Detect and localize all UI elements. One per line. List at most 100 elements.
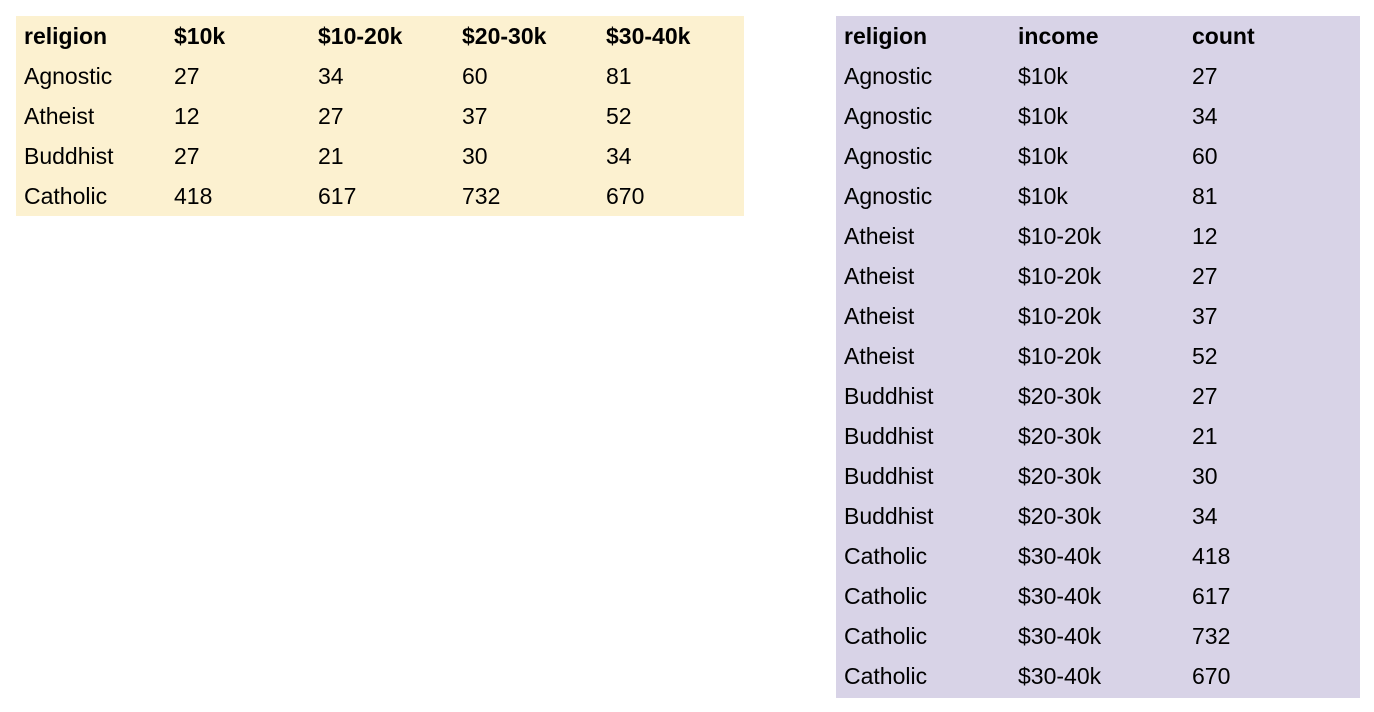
table-cell: 27 bbox=[174, 143, 200, 169]
table-cell: 81 bbox=[606, 63, 632, 89]
column-header: $30-40k bbox=[606, 23, 691, 49]
table-cell: 27 bbox=[318, 103, 344, 129]
table-cell: Atheist bbox=[844, 223, 915, 249]
table-cell: 27 bbox=[174, 63, 200, 89]
column-header: income bbox=[1018, 23, 1099, 49]
table-cell: $10-20k bbox=[1018, 263, 1102, 289]
table-cell: Agnostic bbox=[24, 63, 113, 89]
table-row: Agnostic $10k 60 bbox=[844, 136, 1352, 176]
wide-format-table: religion $10k $10-20k $20-30k $30-40k Agnost… bbox=[24, 16, 736, 216]
table-cell: 617 bbox=[1192, 583, 1231, 609]
table-cell: 37 bbox=[1192, 303, 1218, 329]
long-table-header: religion income count bbox=[844, 16, 1352, 56]
table-cell: Atheist bbox=[844, 343, 915, 369]
table-cell: 37 bbox=[462, 103, 488, 129]
table-row: Buddhist $20-30k 34 bbox=[844, 496, 1352, 536]
table-cell: $10k bbox=[1018, 63, 1068, 89]
table-cell: $30-40k bbox=[1018, 623, 1102, 649]
table-cell: 21 bbox=[318, 143, 344, 169]
table-cell: 670 bbox=[606, 183, 645, 209]
table-row: Agnostic $10k 34 bbox=[844, 96, 1352, 136]
table-row: Buddhist $20-30k 30 bbox=[844, 456, 1352, 496]
table-cell: 30 bbox=[1192, 463, 1218, 489]
table-cell: Catholic bbox=[844, 623, 928, 649]
table-row: Atheist $10-20k 12 bbox=[844, 216, 1352, 256]
table-cell: 12 bbox=[174, 103, 200, 129]
table-row: Atheist $10-20k 37 bbox=[844, 296, 1352, 336]
table-cell: 30 bbox=[462, 143, 488, 169]
table-cell: 52 bbox=[606, 103, 632, 129]
table-row: Buddhist 27 21 30 34 bbox=[24, 136, 736, 176]
table-cell: 34 bbox=[606, 143, 632, 169]
table-cell: $30-40k bbox=[1018, 543, 1102, 569]
table-cell: 21 bbox=[1192, 423, 1218, 449]
table-cell: Agnostic bbox=[844, 183, 933, 209]
table-cell: 34 bbox=[318, 63, 344, 89]
table-cell: 60 bbox=[462, 63, 488, 89]
table-cell: 732 bbox=[1192, 623, 1231, 649]
long-format-table-panel: religion income count Agnostic $10k 27 Agnost… bbox=[836, 16, 1360, 698]
table-cell: Buddhist bbox=[844, 463, 934, 489]
table-cell: $10-20k bbox=[1018, 223, 1102, 249]
table-cell: 81 bbox=[1192, 183, 1218, 209]
table-cell: Buddhist bbox=[24, 143, 114, 169]
wide-table-body: Agnostic 27 34 60 81 Atheist 12 27 37 52 Buddhist 2… bbox=[24, 56, 736, 216]
table-cell: $20-30k bbox=[1018, 463, 1102, 489]
table-row: Catholic $30-40k 670 bbox=[844, 656, 1352, 696]
table-cell: $10-20k bbox=[1018, 303, 1102, 329]
long-format-table: religion income count Agnostic $10k 27 Agnost… bbox=[844, 16, 1352, 696]
table-cell: 52 bbox=[1192, 343, 1218, 369]
table-row: Buddhist $20-30k 27 bbox=[844, 376, 1352, 416]
table-cell: Atheist bbox=[24, 103, 95, 129]
table-cell: 27 bbox=[1192, 383, 1218, 409]
table-cell: 34 bbox=[1192, 503, 1218, 529]
table-cell: Catholic bbox=[844, 543, 928, 569]
header-row: religion $10k $10-20k $20-30k $30-40k bbox=[24, 16, 736, 56]
table-row: Catholic $30-40k 617 bbox=[844, 576, 1352, 616]
column-header: religion bbox=[24, 23, 108, 49]
table-cell: $10k bbox=[1018, 183, 1068, 209]
table-row: Catholic 418 617 732 670 bbox=[24, 176, 736, 216]
column-header: count bbox=[1192, 23, 1255, 49]
table-row: Catholic $30-40k 732 bbox=[844, 616, 1352, 656]
table-cell: $20-30k bbox=[1018, 423, 1102, 449]
table-cell: $10k bbox=[1018, 103, 1068, 129]
table-row: Agnostic 27 34 60 81 bbox=[24, 56, 736, 96]
table-row: Atheist $10-20k 52 bbox=[844, 336, 1352, 376]
table-row: Atheist $10-20k 27 bbox=[844, 256, 1352, 296]
table-cell: Buddhist bbox=[844, 503, 934, 529]
column-header: $10-20k bbox=[318, 23, 403, 49]
header-row: religion income count bbox=[844, 16, 1352, 56]
table-cell: Catholic bbox=[844, 663, 928, 689]
table-cell: 12 bbox=[1192, 223, 1218, 249]
table-cell: Atheist bbox=[844, 303, 915, 329]
table-row: Agnostic $10k 81 bbox=[844, 176, 1352, 216]
table-cell: 732 bbox=[462, 183, 501, 209]
column-header: religion bbox=[844, 23, 928, 49]
table-cell: $10-20k bbox=[1018, 343, 1102, 369]
table-row: Agnostic $10k 27 bbox=[844, 56, 1352, 96]
wide-format-table-panel: religion $10k $10-20k $20-30k $30-40k Agnost… bbox=[16, 16, 744, 216]
table-cell: 418 bbox=[174, 183, 213, 209]
table-cell: Buddhist bbox=[844, 423, 934, 449]
table-cell: 60 bbox=[1192, 143, 1218, 169]
table-cell: $30-40k bbox=[1018, 663, 1102, 689]
table-cell: Atheist bbox=[844, 263, 915, 289]
table-cell: 418 bbox=[1192, 543, 1231, 569]
table-cell: $10k bbox=[1018, 143, 1068, 169]
table-cell: $20-30k bbox=[1018, 503, 1102, 529]
table-cell: 27 bbox=[1192, 263, 1218, 289]
table-row: Atheist 12 27 37 52 bbox=[24, 96, 736, 136]
table-cell: 617 bbox=[318, 183, 357, 209]
table-cell: Agnostic bbox=[844, 143, 933, 169]
table-cell: Buddhist bbox=[844, 383, 934, 409]
table-cell: $20-30k bbox=[1018, 383, 1102, 409]
wide-table-header: religion $10k $10-20k $20-30k $30-40k bbox=[24, 16, 736, 56]
table-row: Buddhist $20-30k 21 bbox=[844, 416, 1352, 456]
table-cell: Agnostic bbox=[844, 63, 933, 89]
long-table-body: Agnostic $10k 27 Agnostic $10k 34 Agnostic $10k… bbox=[844, 56, 1352, 696]
table-cell: Agnostic bbox=[844, 103, 933, 129]
table-cell: 27 bbox=[1192, 63, 1218, 89]
table-cell: 34 bbox=[1192, 103, 1218, 129]
table-cell: Catholic bbox=[844, 583, 928, 609]
